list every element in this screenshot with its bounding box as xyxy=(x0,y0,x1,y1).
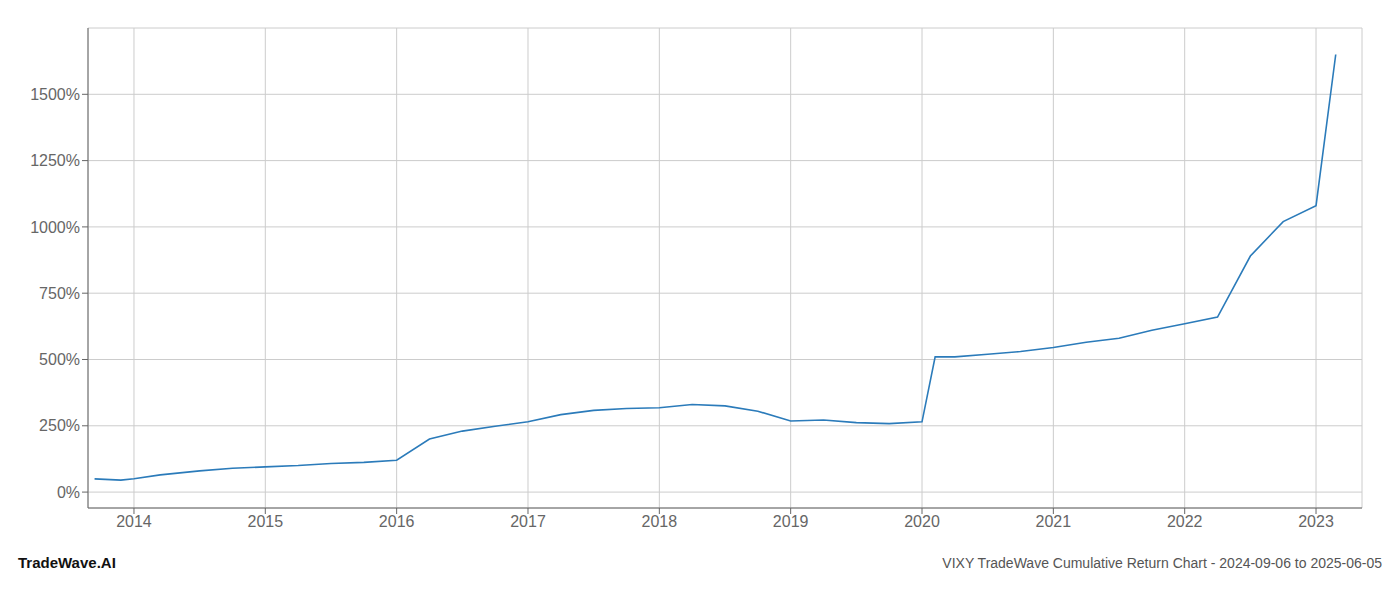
html-text:TradeWave.AI: TradeWave.AI xyxy=(18,554,116,571)
svg-text:2016: 2016 xyxy=(379,513,415,530)
svg-text:2019: 2019 xyxy=(773,513,809,530)
svg-text:0%: 0% xyxy=(57,484,80,501)
svg-text:2017: 2017 xyxy=(510,513,546,530)
svg-text:2014: 2014 xyxy=(116,513,152,530)
svg-text:2022: 2022 xyxy=(1167,513,1203,530)
svg-text:1250%: 1250% xyxy=(30,152,80,169)
svg-text:1000%: 1000% xyxy=(30,219,80,236)
svg-text:2023: 2023 xyxy=(1298,513,1334,530)
svg-text:2018: 2018 xyxy=(642,513,678,530)
svg-text:2020: 2020 xyxy=(904,513,940,530)
svg-text:2015: 2015 xyxy=(248,513,284,530)
svg-text:2021: 2021 xyxy=(1036,513,1072,530)
svg-text:750%: 750% xyxy=(39,285,80,302)
svg-text:500%: 500% xyxy=(39,351,80,368)
svg-text:1500%: 1500% xyxy=(30,86,80,103)
svg-text:250%: 250% xyxy=(39,417,80,434)
html-text:VIXY TradeWave Cumulative Retu: VIXY TradeWave Cumulative Return Chart -… xyxy=(942,555,1382,571)
